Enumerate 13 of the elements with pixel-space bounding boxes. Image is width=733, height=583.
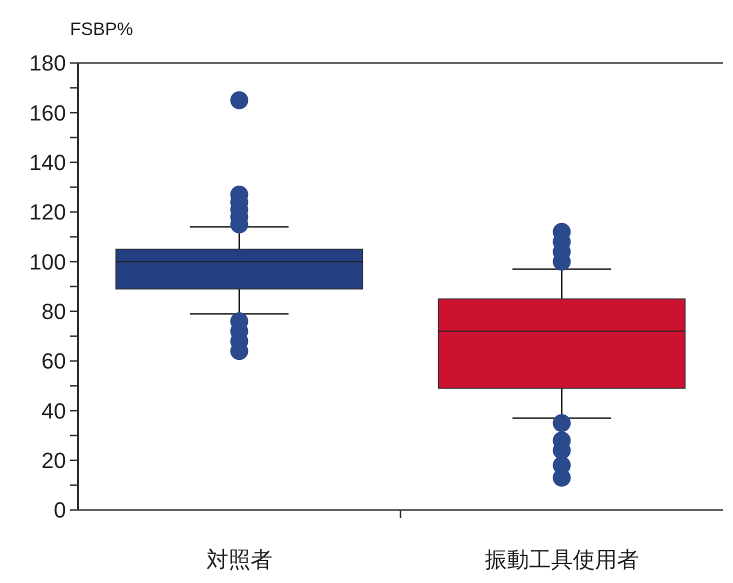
y-tick-label: 160 (29, 100, 66, 126)
y-tick-label: 20 (42, 448, 66, 474)
y-tick-label: 40 (42, 398, 66, 424)
y-tick-label: 80 (42, 299, 66, 324)
y-tick-label: 140 (29, 150, 66, 176)
y-axis-title: FSBP% (70, 19, 134, 39)
x-tick-label: 振動工具使用者 (484, 547, 639, 572)
y-tick-label: 60 (42, 348, 66, 374)
y-tick-label: 0 (54, 498, 66, 523)
y-tick-label: 100 (29, 249, 66, 274)
x-tick-label: 対照者 (206, 547, 272, 572)
y-tick-label: 180 (29, 50, 66, 76)
y-tick-label: 120 (29, 200, 66, 225)
